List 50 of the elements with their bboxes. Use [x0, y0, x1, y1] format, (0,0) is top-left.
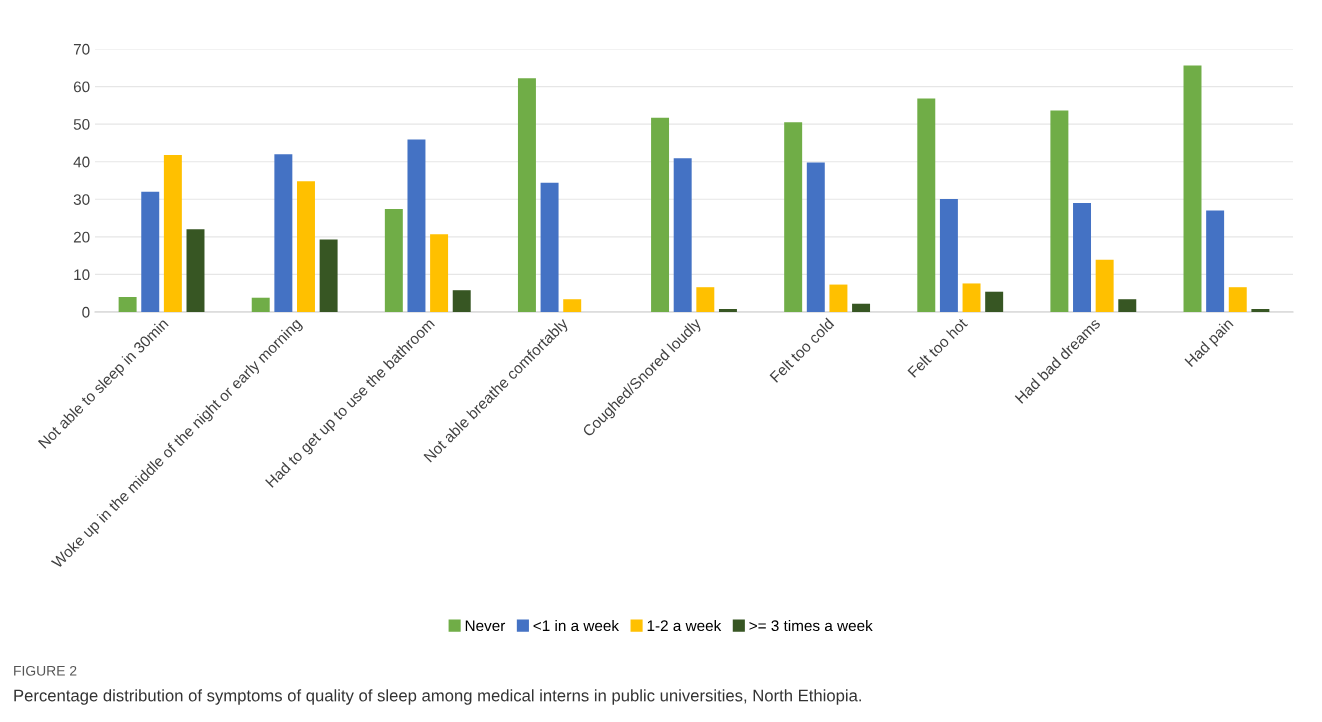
bar	[141, 191, 160, 312]
bar	[452, 290, 471, 312]
bar	[1095, 259, 1114, 312]
bar	[1228, 287, 1247, 312]
bar	[718, 308, 737, 312]
bar	[118, 296, 137, 312]
bar	[384, 209, 403, 312]
y-tick-label: 10	[74, 269, 90, 281]
bar	[251, 297, 270, 312]
bar	[274, 154, 293, 312]
caption: FIGURE 2	[14, 665, 77, 676]
bar	[673, 158, 692, 312]
y-tick-label: 50	[73, 119, 90, 130]
bar	[1251, 308, 1270, 312]
x-tick-label: Felt too hot	[907, 316, 969, 378]
bar	[829, 284, 848, 312]
bar	[1118, 299, 1137, 312]
bar	[939, 198, 958, 312]
legend-label: >= 3 times a week	[749, 619, 873, 632]
bar	[1183, 65, 1202, 312]
y-tick-label: 20	[73, 231, 90, 243]
bar	[163, 154, 182, 312]
bar	[784, 122, 803, 312]
y-tick-label: 30	[73, 194, 90, 205]
bar	[962, 283, 981, 312]
legend-label: <1 in a week	[533, 619, 620, 632]
y-tick-label: 70	[73, 43, 90, 55]
y-tick-label: 60	[73, 81, 90, 93]
bar	[540, 182, 559, 312]
bar	[1050, 110, 1069, 312]
bar	[696, 287, 715, 312]
legend-label: Never	[465, 620, 506, 632]
text: Percentage distribution of symptoms of quality of sleep among medical interns in public universities, North Ethiopia.	[14, 689, 861, 705]
bar	[517, 78, 536, 312]
bar	[985, 291, 1004, 312]
bar	[852, 303, 871, 312]
y-tick-label: 0	[82, 306, 90, 318]
bar	[407, 139, 426, 312]
bar	[917, 98, 936, 312]
bar	[186, 229, 205, 312]
bar	[430, 234, 449, 312]
bar	[319, 239, 338, 312]
y-tick-label: 40	[73, 156, 90, 168]
bar	[297, 181, 315, 312]
bar	[651, 117, 670, 312]
bar	[1206, 210, 1225, 312]
bar	[1073, 203, 1091, 312]
bar	[806, 162, 825, 312]
bar	[563, 299, 582, 312]
legend-label: 1-2 a week	[647, 619, 722, 632]
